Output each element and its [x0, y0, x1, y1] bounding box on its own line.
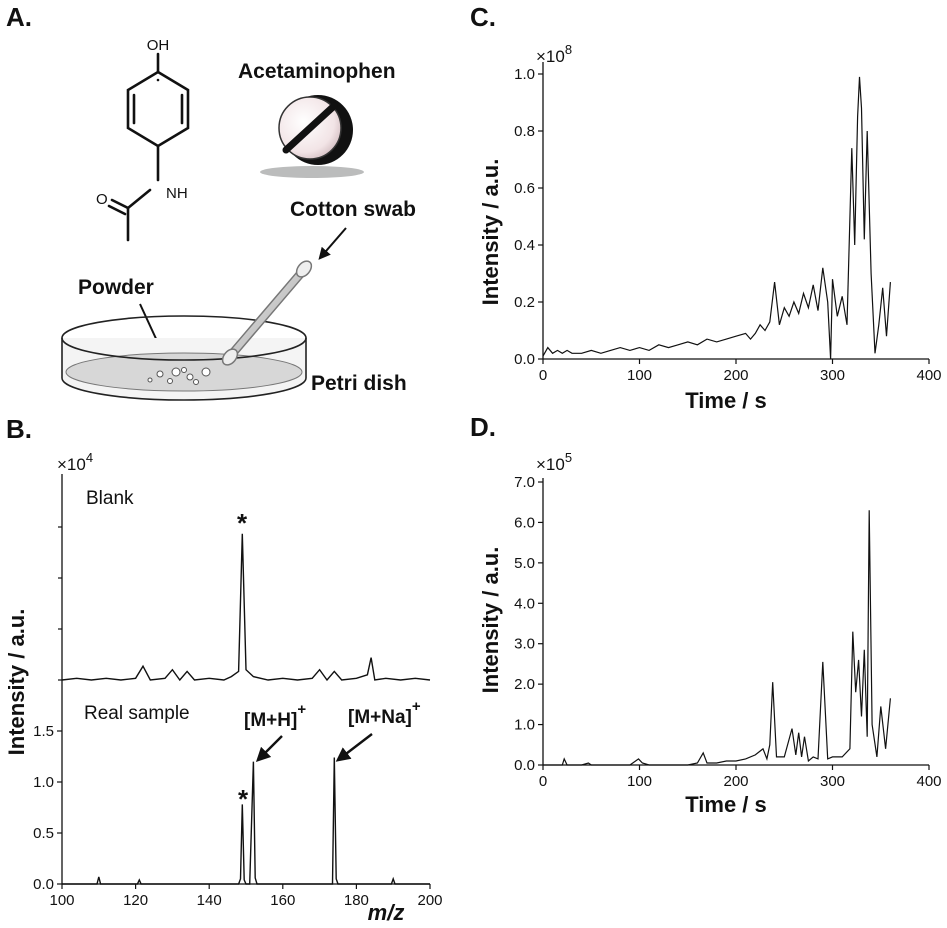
- d-x-tick-label: 0: [539, 773, 547, 790]
- panel-d-label: D.: [470, 412, 496, 442]
- nh-label: NH: [166, 185, 188, 202]
- panel-c: C. ×108 0.0 0.2 0.4 0.6 0.8 1.0 0 100 200 300 400…: [470, 2, 942, 413]
- b-y-ticks: 0.0 0.5 1.0 1.5: [33, 723, 62, 893]
- d-y-tick-label: 5.0: [514, 555, 535, 572]
- b-x-ticks: 100 120 140 160 180 200: [49, 884, 443, 909]
- c-y-axis-title: Intensity / a.u.: [478, 159, 503, 306]
- swab-arrow: [318, 227, 347, 260]
- b-x-tick-label: 100: [49, 892, 74, 909]
- b-m-h-arrow: [255, 735, 283, 763]
- c-x-tick-label: 0: [539, 367, 547, 384]
- carbonyl-bond: [110, 198, 130, 210]
- b-x-tick-label: 200: [417, 892, 442, 909]
- benzene-ring: [126, 70, 190, 148]
- c-y-tick-label: 1.0: [514, 66, 535, 83]
- b-y-axis-title: Intensity / a.u.: [4, 609, 29, 756]
- c-y-ticks: 0.0 0.2 0.4 0.6 0.8 1.0: [514, 66, 543, 368]
- c-y-tick-label: 0.6: [514, 180, 535, 197]
- amide-bond: [126, 188, 152, 210]
- d-y-tick-label: 7.0: [514, 474, 535, 491]
- c-series-line: [542, 76, 891, 360]
- d-y-tick-label: 4.0: [514, 595, 535, 612]
- b-m-na-annotation: [M+Na]+: [348, 698, 421, 728]
- acetaminophen-structure: [107, 52, 190, 242]
- pill-image: [260, 95, 364, 178]
- b-m-na-arrow: [335, 733, 373, 762]
- c-x-tick-label: 400: [916, 367, 941, 384]
- d-x-axis-title: Time / s: [685, 792, 767, 817]
- c-y-tick-label: 0.2: [514, 294, 535, 311]
- b-y-tick-label: 0.0: [33, 876, 54, 893]
- powder-particles: [147, 367, 211, 385]
- d-y-axis-title: Intensity / a.u.: [478, 547, 503, 694]
- d-y-ticks: 0.0 1.0 2.0 3.0 4.0 5.0 6.0 7.0: [514, 474, 543, 774]
- d-x-tick-label: 400: [916, 773, 941, 790]
- b-x-tick-label: 180: [344, 892, 369, 909]
- d-x-tick-label: 100: [627, 773, 652, 790]
- carbonyl-double-bond: [107, 204, 127, 216]
- b-x-tick-label: 140: [197, 892, 222, 909]
- b-x-tick-label: 120: [123, 892, 148, 909]
- c-x-tick-label: 200: [723, 367, 748, 384]
- d-y-tick-label: 6.0: [514, 514, 535, 531]
- b-m-h-annotation: [M+H]+: [244, 701, 306, 731]
- c-x-axis-title: Time / s: [685, 388, 767, 413]
- oh-label: OH: [147, 37, 170, 54]
- b-y-tick-label: 1.0: [33, 774, 54, 791]
- b-y-tick-label: 1.5: [33, 723, 54, 740]
- powder-label: Powder: [78, 276, 154, 299]
- d-y-tick-label: 1.0: [514, 717, 535, 734]
- b-real-sample-label: Real sample: [84, 703, 190, 724]
- d-x-tick-label: 300: [820, 773, 845, 790]
- o-label: O: [96, 191, 108, 208]
- petri-dish-label: Petri dish: [311, 372, 407, 395]
- d-y-tick-label: 0.0: [514, 757, 535, 774]
- c-x-ticks: 0 100 200 300 400: [539, 359, 942, 384]
- d-x-tick-label: 200: [723, 773, 748, 790]
- panel-a-label: A.: [6, 2, 32, 32]
- d-multiplier: ×105: [536, 450, 572, 474]
- petri-dish: [61, 315, 307, 401]
- b-y-tick-label: 0.5: [33, 825, 54, 842]
- d-x-ticks: 0 100 200 300 400: [539, 765, 942, 790]
- panel-c-label: C.: [470, 2, 496, 32]
- b-blank-label: Blank: [86, 488, 134, 509]
- panel-a: A. OH NH O Acetaminophen Cotton swab P: [6, 2, 416, 401]
- b-blank-yticks: [58, 526, 62, 681]
- c-multiplier: ×108: [536, 42, 572, 66]
- panel-d: D. ×105 0.0 1.0 2.0 3.0 4.0 5.0 6.0 7.0 0 100 200…: [470, 412, 942, 817]
- d-series-line: [543, 510, 891, 766]
- c-y-tick-label: 0.8: [514, 123, 535, 140]
- c-y-tick-label: 0.0: [514, 351, 535, 368]
- d-y-tick-label: 3.0: [514, 636, 535, 653]
- cotton-swab: [221, 260, 313, 366]
- b-blank-series-line: [61, 533, 431, 682]
- acetaminophen-label: Acetaminophen: [238, 60, 396, 83]
- b-blank-peak-marker: *: [237, 508, 248, 538]
- panel-b: B. ×104 Blank Real sample * * [M+H]+ [M+…: [4, 414, 443, 925]
- b-x-axis-title: m/z: [368, 900, 405, 925]
- cotton-swab-label: Cotton swab: [290, 198, 416, 221]
- d-y-tick-label: 2.0: [514, 676, 535, 693]
- b-x-tick-label: 160: [270, 892, 295, 909]
- b-multiplier: ×104: [57, 450, 93, 474]
- c-x-tick-label: 100: [627, 367, 652, 384]
- b-real-sample-series-line: [62, 757, 430, 885]
- c-y-tick-label: 0.4: [514, 237, 535, 254]
- b-real-peak-marker: *: [238, 784, 249, 814]
- panel-b-label: B.: [6, 414, 32, 444]
- c-x-tick-label: 300: [820, 367, 845, 384]
